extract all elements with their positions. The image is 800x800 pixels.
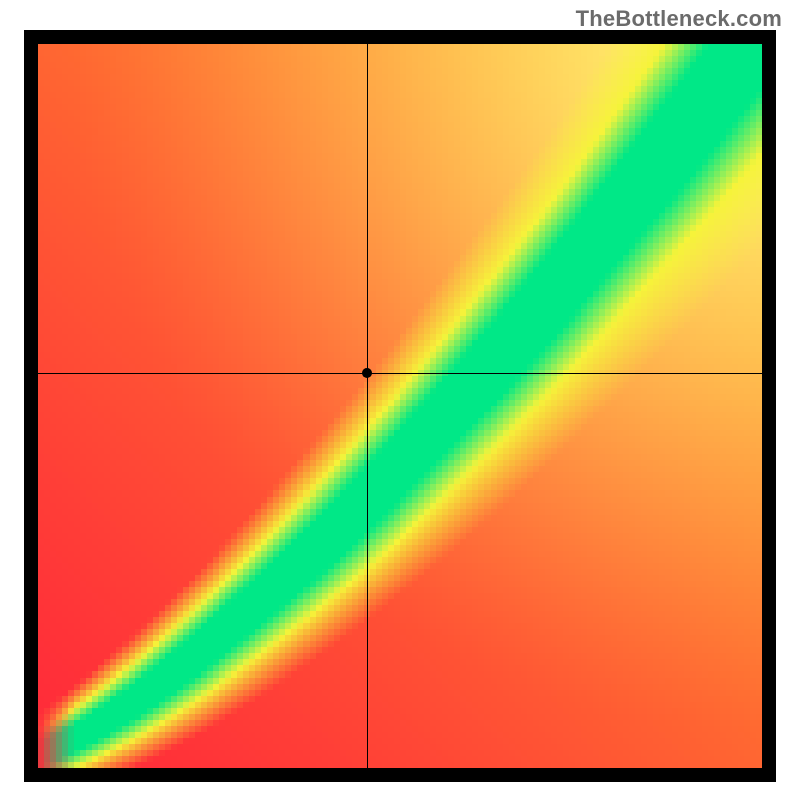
attribution-text: TheBottleneck.com: [576, 6, 782, 32]
chart-container: TheBottleneck.com: [0, 0, 800, 800]
chart-frame: [24, 30, 776, 782]
crosshair-overlay: [38, 44, 762, 768]
